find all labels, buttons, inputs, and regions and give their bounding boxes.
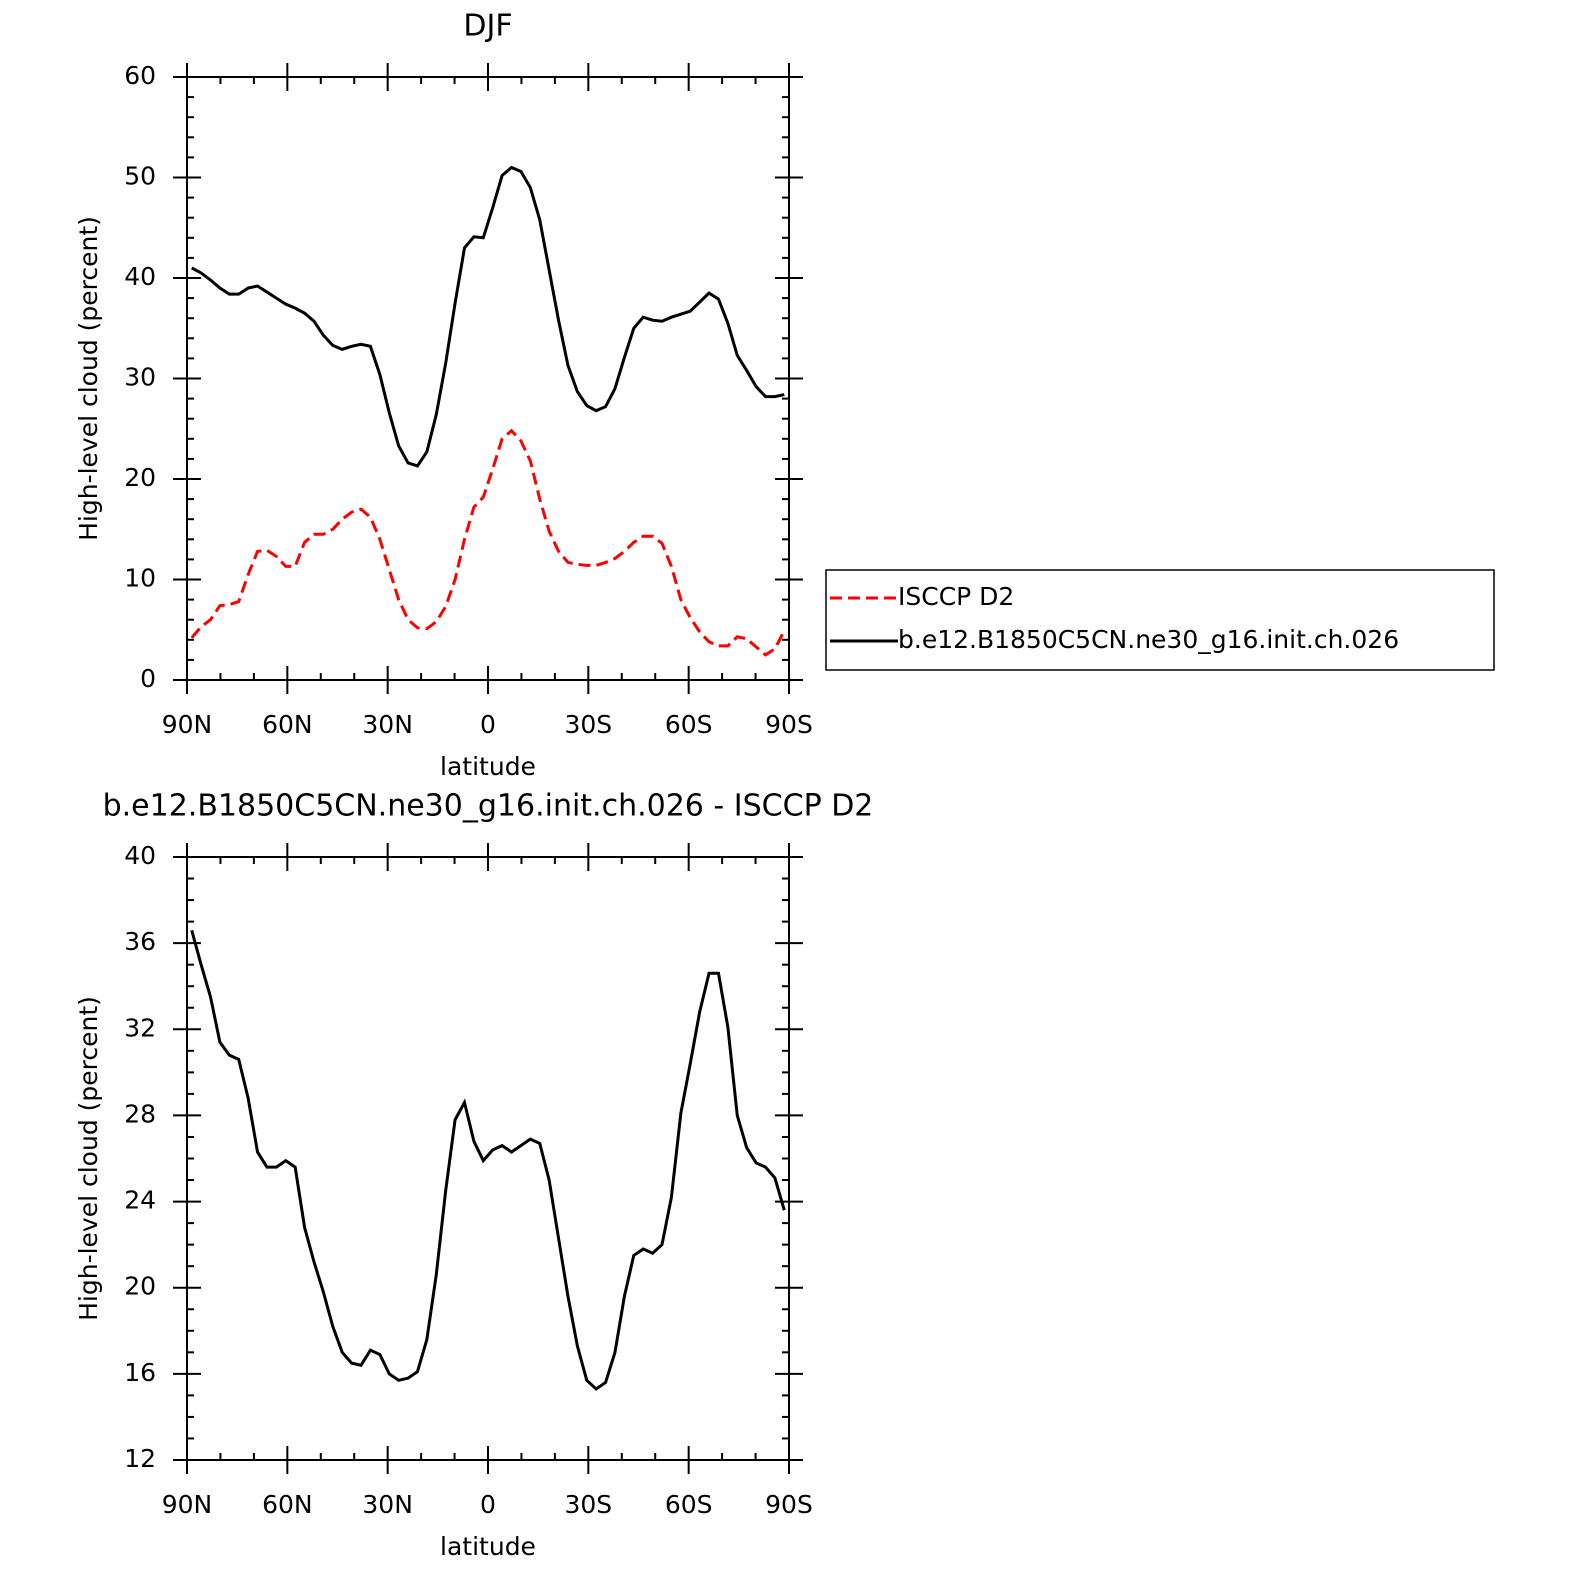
data-line	[190, 428, 786, 657]
y-tick-label: 20	[124, 463, 156, 492]
y-tick-label: 10	[124, 564, 156, 593]
y-tick-label: 12	[124, 1444, 156, 1473]
x-tick-label: 60N	[262, 710, 313, 739]
y-axis-label: High-level cloud (percent)	[74, 996, 103, 1321]
x-tick-label: 90S	[765, 1490, 813, 1519]
legend-box	[825, 569, 1495, 671]
y-tick-label: 0	[140, 664, 156, 693]
x-tick-label: 90S	[765, 710, 813, 739]
x-tick-label: 0	[480, 1490, 496, 1519]
data-line	[191, 165, 785, 468]
x-tick-label: 30N	[362, 1490, 413, 1519]
y-axis-label: High-level cloud (percent)	[74, 216, 103, 541]
legend-label: b.e12.B1850C5CN.ne30_g16.init.ch.026	[898, 625, 1399, 654]
y-tick-label: 16	[124, 1358, 156, 1387]
y-tick-label: 50	[124, 162, 156, 191]
y-tick-label: 32	[124, 1013, 156, 1042]
x-axis-label: latitude	[440, 1532, 536, 1561]
x-tick-label: 60N	[262, 1490, 313, 1519]
x-tick-label: 30S	[564, 710, 612, 739]
chart-title: b.e12.B1850C5CN.ne30_g16.init.ch.026 - I…	[103, 789, 874, 824]
y-tick-label: 40	[124, 841, 156, 870]
y-tick-label: 24	[124, 1186, 156, 1215]
x-tick-label: 90N	[162, 710, 213, 739]
plot-frame	[186, 856, 790, 1461]
x-tick-label: 90N	[162, 1490, 213, 1519]
plot-frame	[186, 76, 790, 681]
x-tick-label: 30N	[362, 710, 413, 739]
y-tick-label: 30	[124, 363, 156, 392]
chart-title: DJF	[463, 9, 512, 44]
data-line	[190, 929, 786, 1391]
x-tick-label: 60S	[665, 710, 713, 739]
legend-label: ISCCP D2	[898, 582, 1014, 611]
y-tick-label: 40	[124, 262, 156, 291]
x-axis-label: latitude	[440, 752, 536, 781]
y-tick-label: 20	[124, 1272, 156, 1301]
x-tick-label: 60S	[665, 1490, 713, 1519]
y-tick-label: 36	[124, 927, 156, 956]
y-tick-label: 28	[124, 1099, 156, 1128]
x-tick-label: 30S	[564, 1490, 612, 1519]
y-tick-label: 60	[124, 61, 156, 90]
x-tick-label: 0	[480, 710, 496, 739]
